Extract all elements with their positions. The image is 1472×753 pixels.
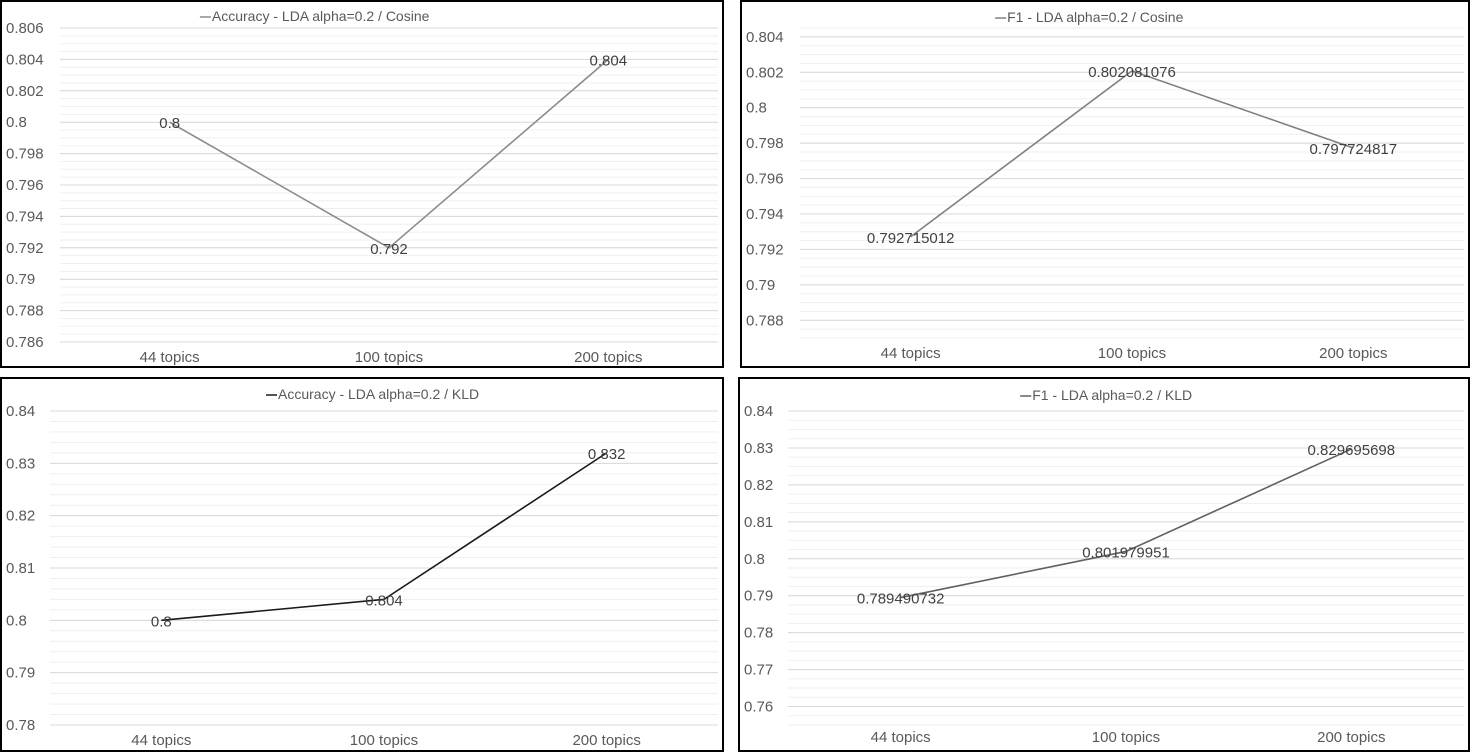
data-label: 0.8 — [151, 613, 172, 630]
chart-f1-cosine: 0.788 0.79 0.792 0.794 0.796 0.798 0.8 0.802 0.8… — [746, 9, 1464, 362]
x-tick-label: 200 topics — [1317, 729, 1385, 746]
chart-title: Accuracy - LDA alpha=0.2 / KLD — [266, 386, 479, 402]
x-tick-label: 100 topics — [355, 349, 423, 366]
data-label: 0.789490732 — [857, 591, 945, 608]
y-tick-label: 0.792 — [746, 241, 784, 258]
x-tick-label: 44 topics — [871, 729, 931, 746]
chart-title: Accuracy - LDA alpha=0.2 / Cosine — [199, 8, 430, 24]
y-tick-label: 0.76 — [744, 699, 773, 716]
x-tick-label: 100 topics — [1092, 729, 1160, 746]
y-tick-label: 0.82 — [744, 477, 773, 494]
data-label: 0.832 — [588, 446, 626, 463]
y-tick-label: 0.79 — [6, 271, 35, 288]
y-tick-label: 0.78 — [6, 717, 35, 734]
data-label: 0.8 — [159, 115, 180, 132]
x-tick-label: 44 topics — [881, 345, 941, 362]
data-label: 0.804 — [590, 52, 628, 69]
chart-panel-f1-cosine: 0.788 0.79 0.792 0.794 0.796 0.798 0.8 0.802 0.8… — [740, 0, 1470, 368]
y-tick-label: 0.796 — [6, 177, 44, 194]
y-tick-label: 0.788 — [746, 312, 784, 329]
y-tick-label: 0.802 — [6, 83, 44, 100]
y-tick-label: 0.78 — [744, 625, 773, 642]
chart-title-text: Accuracy - LDA alpha=0.2 / Cosine — [212, 8, 430, 24]
y-tick-label: 0.798 — [746, 135, 784, 152]
chart-f1-kld: 0.76 0.77 0.78 0.79 0.8 0.81 0.82 0.83 0.84 F1 - … — [744, 387, 1464, 746]
y-tick-label: 0.794 — [6, 208, 44, 225]
y-tick-label: 0.83 — [6, 455, 35, 472]
y-tick-label: 0.77 — [744, 662, 773, 679]
y-tick-label: 0.81 — [744, 514, 773, 531]
series-line — [910, 69, 1354, 238]
data-label: 0.792 — [370, 241, 408, 258]
y-tick-label: 0.83 — [744, 440, 773, 457]
y-tick-label: 0.792 — [6, 240, 44, 257]
y-tick-label: 0.802 — [746, 64, 784, 81]
chart-accuracy-kld: 0.78 0.79 0.8 0.81 0.82 0.83 0.84 Accuracy - LD… — [6, 386, 718, 749]
y-tick-label: 0.794 — [746, 206, 784, 223]
x-tick-label: 44 topics — [131, 732, 191, 749]
chart-panel-accuracy-kld: 0.78 0.79 0.8 0.81 0.82 0.83 0.84 Accuracy - LD… — [0, 377, 724, 752]
x-tick-label: 200 topics — [572, 732, 640, 749]
chart-title: F1 - LDA alpha=0.2 / Cosine — [995, 9, 1184, 25]
y-tick-label: 0.79 — [6, 665, 35, 682]
y-tick-label: 0.806 — [6, 20, 44, 37]
x-tick-label: 200 topics — [1319, 345, 1387, 362]
y-tick-label: 0.8 — [6, 114, 27, 131]
data-label: 0.802081076 — [1088, 64, 1176, 81]
y-tick-label: 0.81 — [6, 560, 35, 577]
y-tick-label: 0.79 — [746, 277, 775, 294]
minor-gridlines — [50, 410, 718, 726]
data-label: 0.792715012 — [867, 230, 955, 247]
y-tick-label: 0.79 — [744, 588, 773, 605]
data-label: 0.797724817 — [1310, 141, 1398, 158]
chart-accuracy-cosine: 0.786 0.788 0.79 0.792 0.794 0.796 0.798 0.8 0.8… — [6, 8, 718, 366]
data-label: 0.801979951 — [1082, 544, 1170, 561]
chart-title-text: F1 - LDA alpha=0.2 / KLD — [1032, 387, 1192, 403]
x-tick-label: 100 topics — [350, 732, 418, 749]
y-tick-label: 0.804 — [746, 29, 784, 46]
y-tick-label: 0.786 — [6, 334, 44, 351]
x-tick-label: 44 topics — [140, 349, 200, 366]
series-line — [161, 452, 608, 622]
y-tick-label: 0.82 — [6, 508, 35, 525]
chart-panel-accuracy-cosine: 0.786 0.788 0.79 0.792 0.794 0.796 0.798 0.8 0.8… — [0, 0, 724, 368]
series-line — [900, 448, 1352, 599]
data-label: 0.804 — [365, 592, 403, 609]
chart-title: F1 - LDA alpha=0.2 / KLD — [1020, 387, 1192, 403]
chart-panel-f1-kld: 0.76 0.77 0.78 0.79 0.8 0.81 0.82 0.83 0.84 F1 - … — [738, 377, 1470, 752]
major-gridlines — [788, 410, 1464, 708]
y-tick-label: 0.788 — [6, 303, 44, 320]
y-tick-label: 0.798 — [6, 146, 44, 163]
x-tick-label: 200 topics — [574, 349, 642, 366]
y-tick-label: 0.796 — [746, 171, 784, 188]
major-gridlines — [50, 410, 718, 726]
y-tick-label: 0.8 — [6, 612, 27, 629]
y-tick-label: 0.804 — [6, 51, 44, 68]
chart-title-text: F1 - LDA alpha=0.2 / Cosine — [1007, 9, 1183, 25]
y-tick-label: 0.8 — [744, 551, 765, 568]
y-tick-label: 0.8 — [746, 100, 767, 117]
series-line — [169, 58, 609, 249]
data-label: 0.829695698 — [1308, 442, 1396, 459]
chart-title-text: Accuracy - LDA alpha=0.2 / KLD — [278, 386, 479, 402]
x-tick-label: 100 topics — [1098, 345, 1166, 362]
major-gridlines — [800, 36, 1464, 321]
y-tick-label: 0.84 — [6, 403, 35, 420]
y-tick-label: 0.84 — [744, 403, 773, 420]
